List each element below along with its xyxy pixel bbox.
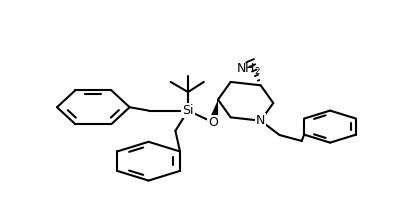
Text: Si: Si <box>182 104 193 117</box>
Text: NH$_2$: NH$_2$ <box>235 62 260 77</box>
Text: N: N <box>255 114 265 127</box>
Text: O: O <box>208 116 218 129</box>
Polygon shape <box>208 100 218 124</box>
